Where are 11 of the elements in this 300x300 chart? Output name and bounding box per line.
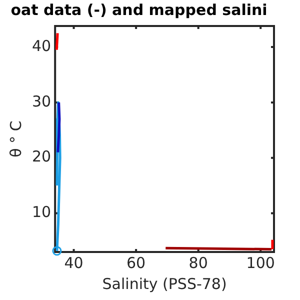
x-axis-title: Salinity (PSS-78) [102,274,227,293]
x-tick-label: 60 [126,254,146,272]
x-tick-label: 100 [246,254,275,272]
y-tick-label: 10 [32,203,52,222]
y-axis-title: θ ° C [6,120,25,158]
x-tick-label: 80 [188,254,208,272]
y-tick-label: 30 [32,92,52,110]
y-tick-label: 20 [32,148,52,166]
chart-title: oat data (-) and mapped salini [10,0,268,19]
x-tick-label: 40 [64,254,84,272]
y-tick-label: 40 [32,36,52,55]
